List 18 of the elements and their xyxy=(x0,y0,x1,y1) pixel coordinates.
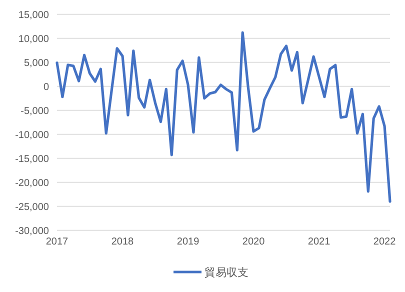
y-tick-label: -25,000 xyxy=(15,202,50,213)
x-tick-label: 2022 xyxy=(373,236,396,248)
y-tick-label: -15,000 xyxy=(15,154,50,165)
y-tick-label: 10,000 xyxy=(18,34,50,45)
y-tick-label: -30,000 xyxy=(15,226,50,237)
x-tick-label: 2017 xyxy=(46,236,69,248)
y-tick-label: -10,000 xyxy=(15,130,50,141)
y-tick-label: -20,000 xyxy=(15,178,50,189)
x-tick-label: 2021 xyxy=(308,236,331,248)
legend-label: 貿易収支 xyxy=(204,266,248,279)
x-tick-label: 2020 xyxy=(242,236,266,248)
y-tick-label: -5,000 xyxy=(20,106,50,117)
legend: 貿易収支 xyxy=(174,267,248,279)
x-tick-label: 2018 xyxy=(111,236,134,248)
y-tick-label: 0 xyxy=(43,82,50,93)
y-tick-label: 15,000 xyxy=(18,10,50,21)
y-tick-label: 5,000 xyxy=(24,58,50,69)
x-tick-label: 2019 xyxy=(176,236,200,248)
